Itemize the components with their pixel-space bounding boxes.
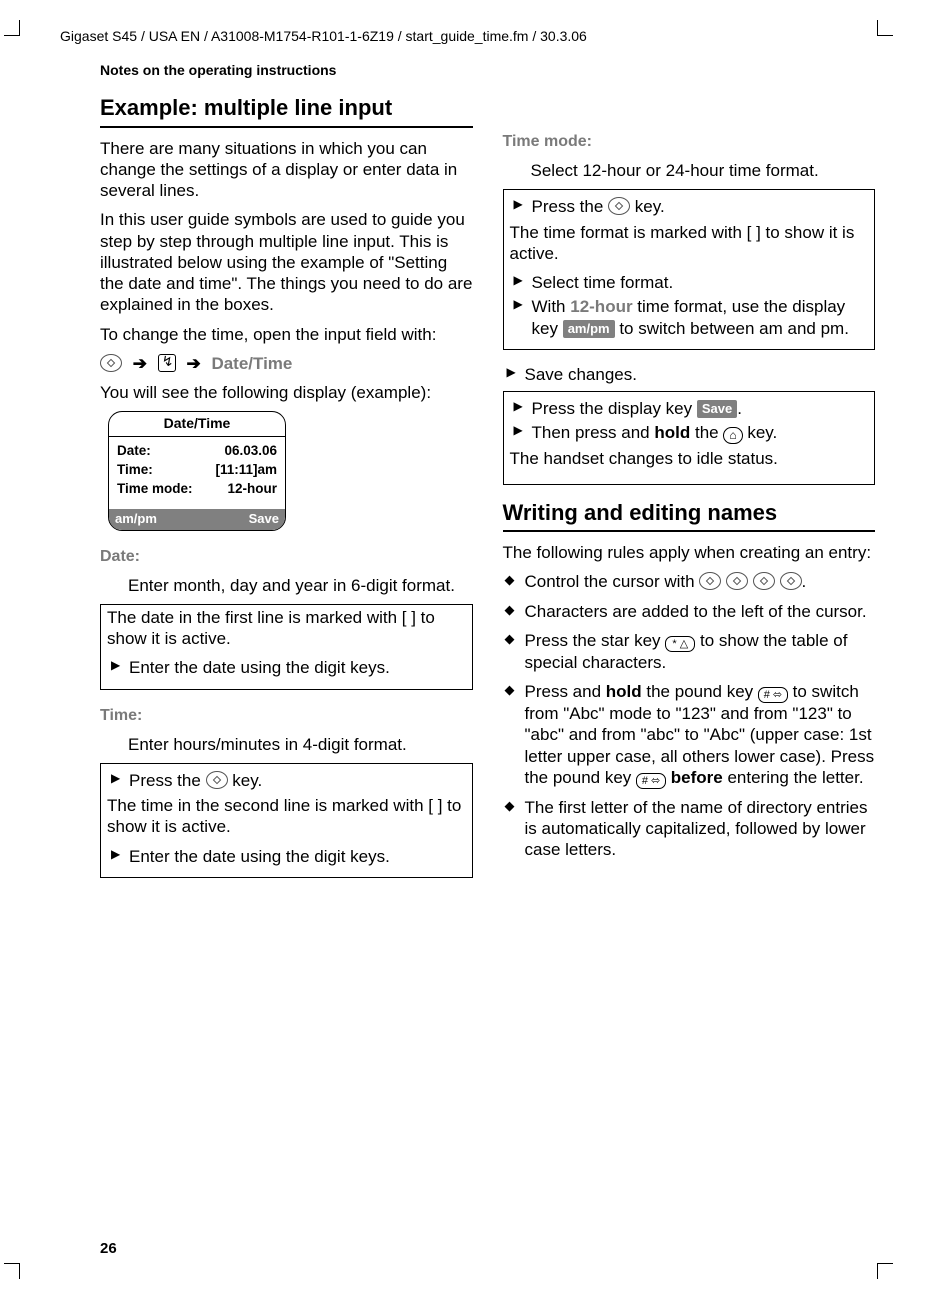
intro-p4: You will see the following display (exam…: [100, 382, 473, 403]
step: Enter the date using the digit keys.: [107, 657, 466, 678]
nav-key-icon: [206, 771, 228, 789]
intro-p3: To change the time, open the input field…: [100, 324, 473, 345]
nav-key-icon: [726, 572, 748, 590]
rule-item: Control the cursor with .: [503, 571, 876, 592]
rule-item: Press the star key * △ to show the table…: [503, 630, 876, 673]
step: Then press and hold the ⌂ key.: [510, 422, 869, 444]
heading-example: Example: multiple line input: [100, 94, 473, 122]
display-row: Date:06.03.06: [117, 443, 277, 460]
display-mockup: Date/Time Date:06.03.06 Time:[11:11]am T…: [108, 411, 286, 530]
time-label: Time:: [100, 707, 142, 724]
pound-key-icon: # ⬄: [758, 687, 788, 703]
box-date: The date in the first line is marked wit…: [100, 604, 473, 690]
rule-item: Press and hold the pound key # ⬄ to swit…: [503, 681, 876, 789]
ampm-pill: am/pm: [563, 320, 615, 338]
save-pill: Save: [697, 400, 737, 418]
crop-mark-tl: [4, 20, 20, 36]
softkey-right: Save: [249, 511, 279, 527]
arrow-icon: ➔: [186, 354, 200, 373]
step: Press the key.: [107, 770, 466, 791]
nav-key-icon: [753, 572, 775, 590]
step: Save changes.: [503, 364, 876, 385]
nav-label: Date/Time: [211, 354, 292, 373]
arrow-icon: ➔: [133, 354, 147, 373]
step: Press the display key Save.: [510, 398, 869, 419]
page-content: Example: multiple line input There are m…: [100, 92, 875, 1241]
nav-key-icon: [780, 572, 802, 590]
pound-key-icon: # ⬄: [636, 773, 666, 789]
mode-desc: Select 12-hour or 24-hour time format.: [531, 160, 876, 181]
rule-item: Characters are added to the left of the …: [503, 601, 876, 622]
rule-item: The first letter of the name of director…: [503, 797, 876, 861]
step: Enter the date using the digit keys.: [107, 846, 466, 867]
display-softkeys: am/pm Save: [109, 509, 285, 529]
box-text: The date in the first line is marked wit…: [107, 607, 466, 650]
crop-mark-tr: [877, 20, 893, 36]
box-text: The time format is marked with [ ] to sh…: [510, 222, 869, 265]
box-text: The handset changes to idle status.: [510, 448, 869, 469]
box-time: Press the key. The time in the second li…: [100, 763, 473, 878]
intro-p2: In this user guide symbols are used to g…: [100, 209, 473, 315]
step: With 12-hour time format, use the displa…: [510, 296, 869, 339]
end-call-key-icon: ⌂: [723, 427, 742, 444]
section-note: Notes on the operating instructions: [100, 62, 336, 80]
rule: [100, 126, 473, 128]
step: Press the key.: [510, 196, 869, 217]
step: Select time format.: [510, 272, 869, 293]
date-label: Date:: [100, 548, 140, 565]
star-key-icon: * △: [665, 636, 695, 652]
nav-key-icon: [100, 354, 122, 372]
crop-mark-br: [877, 1263, 893, 1279]
box-text: The time in the second line is marked wi…: [107, 795, 466, 838]
crop-mark-bl: [4, 1263, 20, 1279]
rule: [503, 530, 876, 532]
box-save: Press the display key Save. Then press a…: [503, 391, 876, 485]
writing-intro: The following rules apply when creating …: [503, 542, 876, 563]
time-desc: Enter hours/minutes in 4-digit format.: [128, 734, 473, 755]
heading-writing: Writing and editing names: [503, 499, 876, 527]
display-row: Time mode:12-hour: [117, 481, 277, 498]
display-row: Time:[11:11]am: [117, 462, 277, 479]
nav-key-icon: [608, 197, 630, 215]
intro-p1: There are many situations in which you c…: [100, 138, 473, 202]
settings-icon: [158, 354, 176, 372]
softkey-left: am/pm: [115, 511, 157, 527]
date-desc: Enter month, day and year in 6-digit for…: [128, 575, 473, 596]
nav-key-icon: [699, 572, 721, 590]
page-number: 26: [100, 1240, 117, 1259]
box-mode: Press the key. The time format is marked…: [503, 189, 876, 350]
display-title: Date/Time: [109, 412, 285, 437]
nav-path: ➔ ➔ Date/Time: [100, 353, 473, 374]
mode-label: Time mode:: [503, 133, 593, 150]
doc-header: Gigaset S45 / USA EN / A31008-M1754-R101…: [60, 28, 587, 46]
